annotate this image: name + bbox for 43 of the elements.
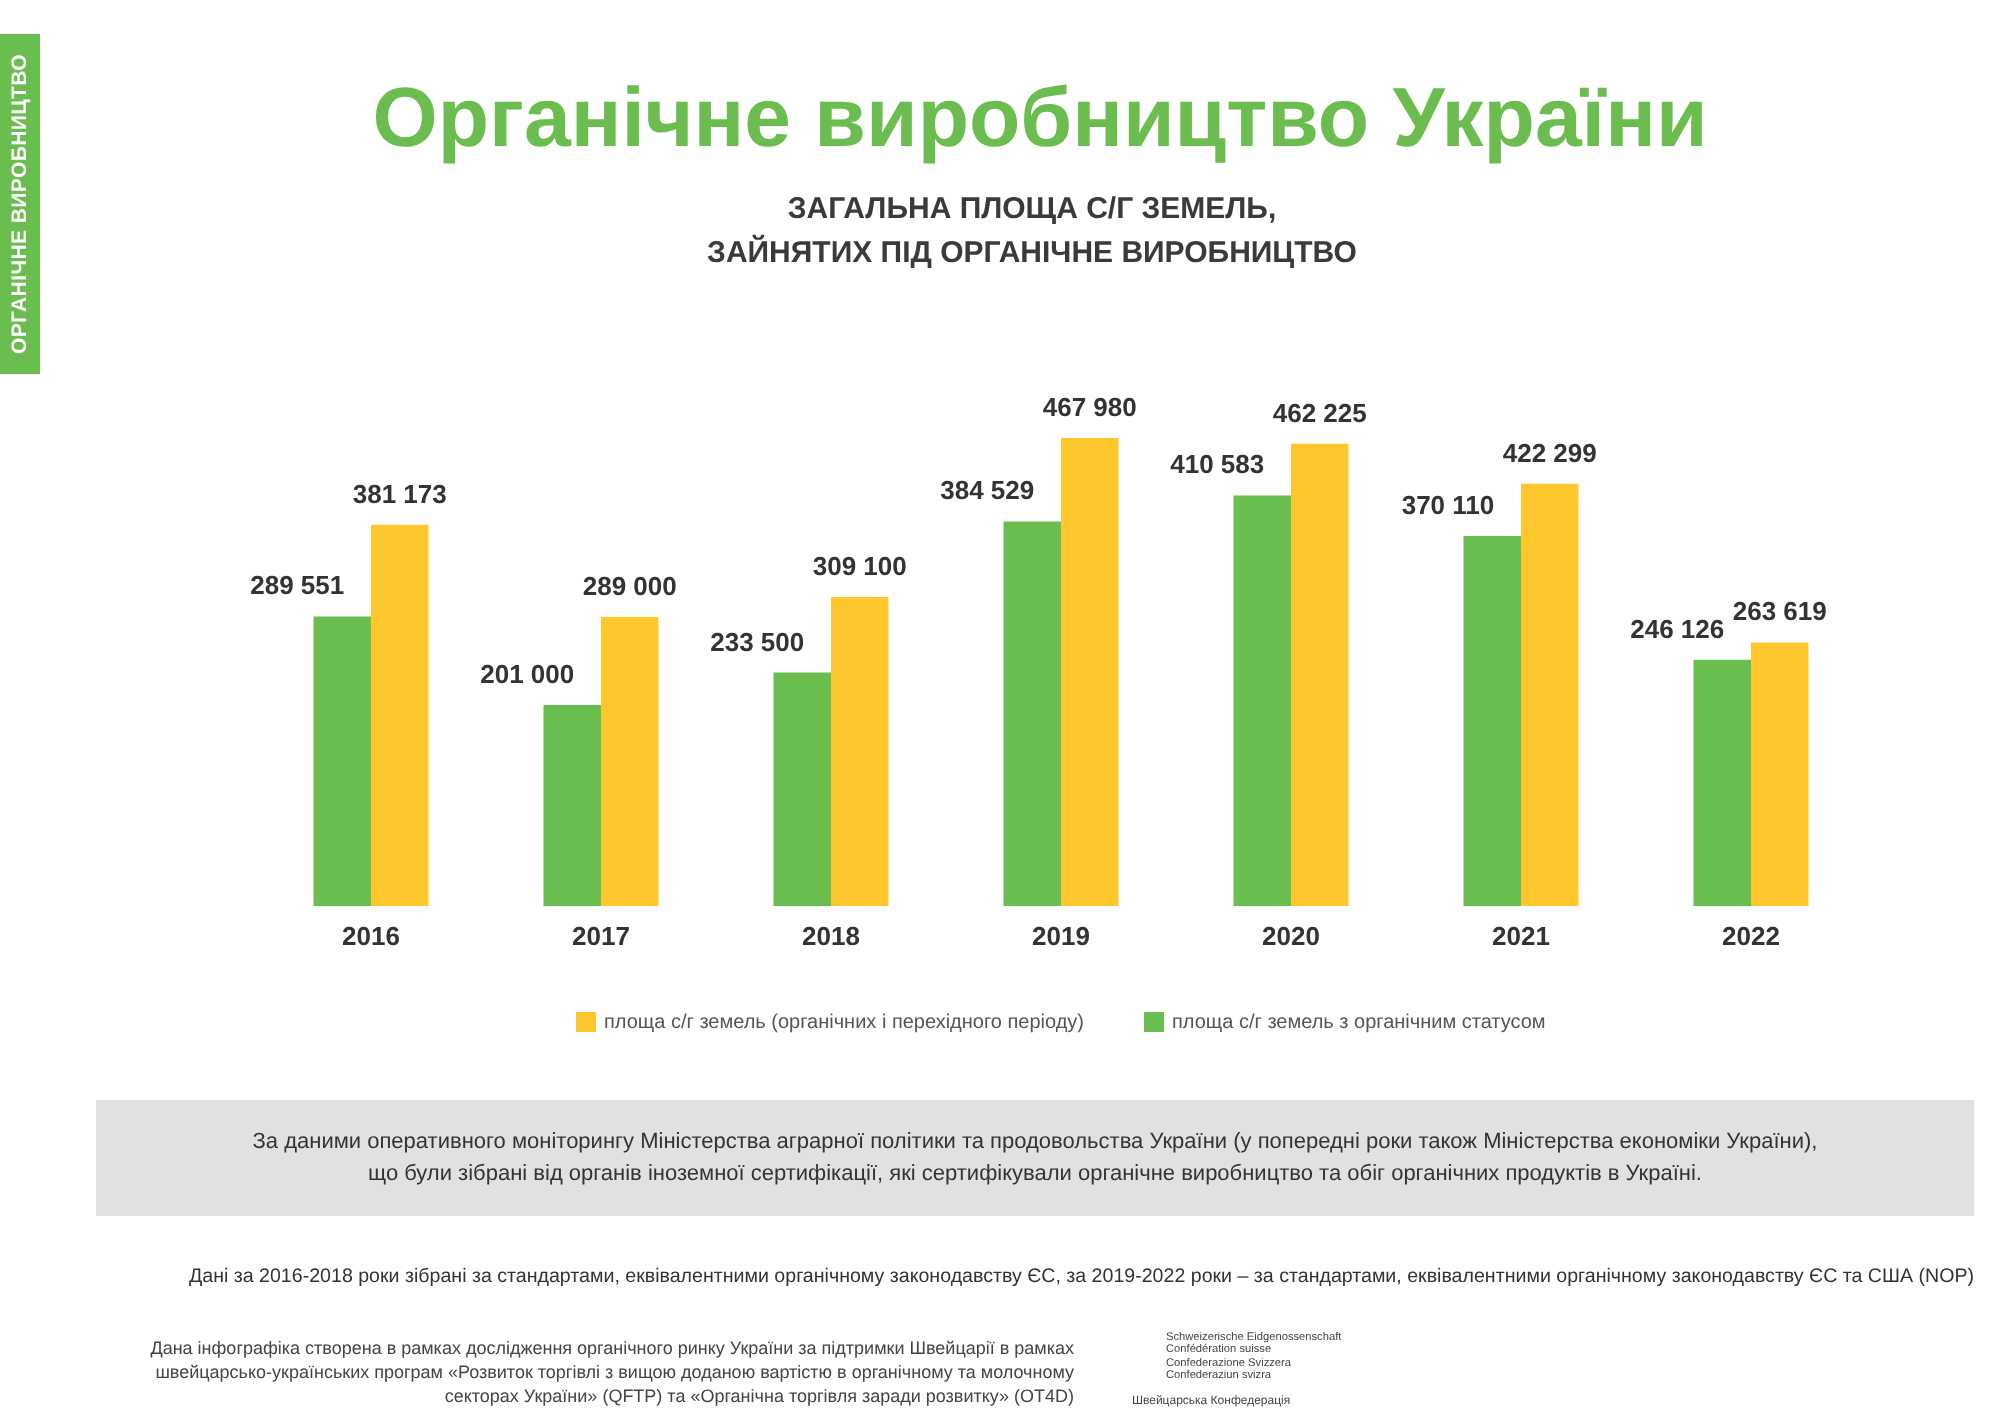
legend-label: площа с/г земель (органічних і перехідного періоду) xyxy=(604,1012,1084,1034)
bar xyxy=(543,705,601,906)
bar xyxy=(1693,659,1751,906)
legend-label: площа с/г земель з органічним статусом xyxy=(1172,1012,1546,1034)
data-label: 246 126 xyxy=(1630,613,1725,644)
bar xyxy=(1291,443,1349,906)
data-label: 467 980 xyxy=(1042,392,1137,423)
text: Дані за 2016-2018 роки зібрані за стандартами, еквівалентними органічному законодавству ЄС, за 2019-2022 роки – за стандартами, еквівалентними органічному законодавству ЄС та США (NOP) xyxy=(186,1266,1974,1288)
data-label: 370 110 xyxy=(1401,489,1495,520)
x-tick-label: 2016 xyxy=(342,921,400,951)
bar xyxy=(773,672,831,906)
x-tick-label: 2019 xyxy=(1032,921,1090,951)
bar xyxy=(1521,483,1579,906)
data-label: 381 173 xyxy=(352,478,447,509)
bar xyxy=(371,524,429,906)
data-label: 422 299 xyxy=(1502,437,1597,468)
text: За даними оперативного моніторингу Міністерства аграрної політики та продовольства України (у попередні роки також Міністерства економіки України), що були зібрані від органів іноземної сертифікації, які сертифікували органічне виробництво та обіг органічних продуктів в Україні. xyxy=(250,1128,1820,1190)
data-label: 289 551 xyxy=(250,570,345,601)
data-label: 263 619 xyxy=(1732,596,1827,627)
bar xyxy=(831,596,889,906)
bar xyxy=(1003,521,1061,906)
x-tick-label: 2022 xyxy=(1722,921,1780,951)
text: Дана інфографіка створена в рамках дослідження органічного ринку України за підтримки Швейцарії в рамках швейцарсько-українських програм «Розвиток торгівлі з вищою доданою вартістю в органічному та молочному секторах України» (QFTP) та «Органічна торгівля заради розвитку» (OT4D) xyxy=(148,1336,1074,1408)
x-tick-label: 2020 xyxy=(1262,921,1320,951)
x-tick-label: 2017 xyxy=(572,921,630,951)
data-label: 384 529 xyxy=(940,475,1035,506)
data-label: 233 500 xyxy=(710,626,805,657)
bar xyxy=(313,616,371,906)
text: ОРГАНІЧНЕ ВИРОБНИЦТВО xyxy=(8,53,32,355)
data-label: 462 225 xyxy=(1272,397,1367,428)
chart-title: Органічне виробництво України xyxy=(370,70,1710,166)
bar xyxy=(1233,495,1291,906)
data-label: 201 000 xyxy=(480,659,575,689)
data-label: 289 000 xyxy=(582,571,677,601)
data-label: 309 100 xyxy=(812,550,907,581)
x-tick-label: 2018 xyxy=(802,921,860,951)
bar xyxy=(1463,535,1521,906)
chart-subtitle: ЗАГАЛЬНА ПЛОЩА С/Г ЗЕМЕЛЬ, ЗАЙНЯТИХ ПІД ОРГАНІЧНЕ ВИРОБНИЦТВО xyxy=(705,190,1359,274)
bar xyxy=(1061,438,1119,906)
bar xyxy=(601,617,659,906)
x-tick-label: 2021 xyxy=(1492,921,1550,951)
data-label: 410 583 xyxy=(1170,449,1265,480)
bar xyxy=(1751,642,1809,906)
